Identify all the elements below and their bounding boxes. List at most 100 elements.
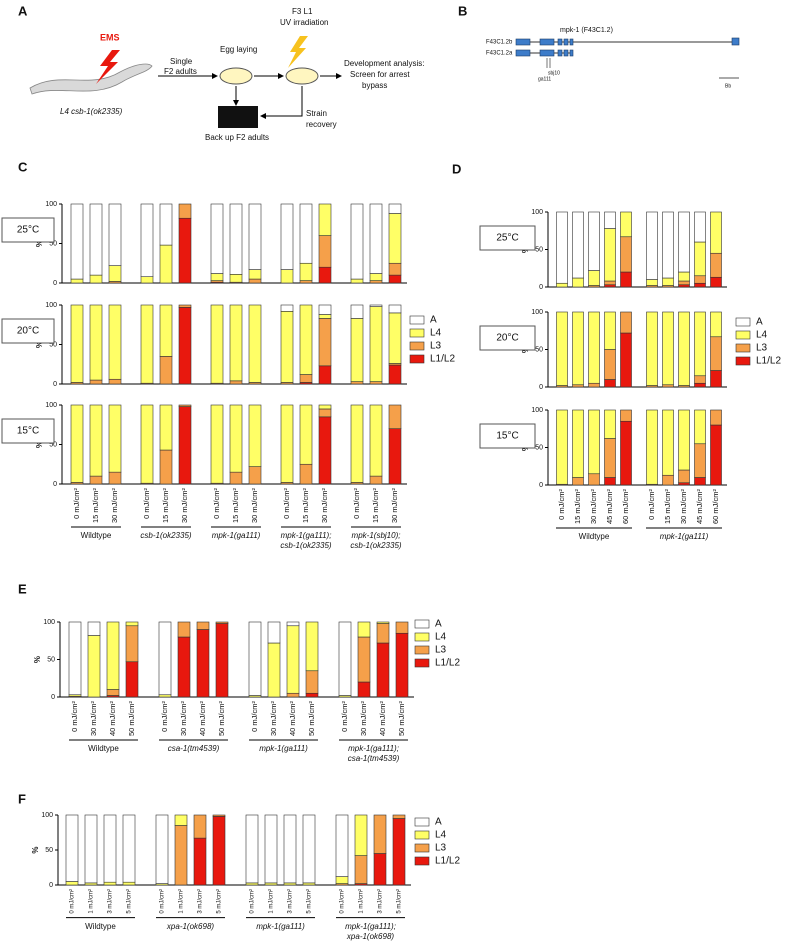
bar-segment bbox=[620, 409, 632, 422]
x-tick-label: 60 mJ/cm² bbox=[711, 489, 720, 525]
group-label: Wildtype bbox=[88, 744, 119, 753]
x-tick-label: 40 mJ/cm² bbox=[378, 701, 387, 737]
bar-segment bbox=[604, 477, 616, 486]
bar-segment bbox=[710, 336, 722, 371]
legend-label: L4 bbox=[430, 328, 442, 339]
bar-segment bbox=[318, 235, 332, 268]
bar-segment bbox=[572, 384, 584, 388]
bar-segment bbox=[267, 642, 281, 698]
bar-segment bbox=[215, 621, 229, 624]
bar-segment bbox=[369, 475, 383, 485]
panel-b: B mpk-1 (F43C1.2) F43C1.2b F43C1.2a sbj1… bbox=[458, 3, 740, 89]
y-tick-label: 0 bbox=[51, 694, 55, 701]
bar-segment bbox=[556, 311, 568, 386]
bar-segment bbox=[350, 203, 364, 280]
bar-segment bbox=[302, 814, 316, 884]
bar-segment bbox=[588, 211, 600, 271]
bar-segment bbox=[694, 311, 706, 377]
y-tick-label: 100 bbox=[531, 407, 543, 414]
bar-segment bbox=[662, 311, 674, 386]
x-tick-label: 0 mJ/cm² bbox=[647, 489, 656, 520]
legend-label: L3 bbox=[435, 843, 447, 854]
bar-segment bbox=[388, 274, 402, 284]
bar-segment bbox=[178, 304, 192, 308]
y-tick-label: 0 bbox=[53, 280, 57, 287]
panel-label: E bbox=[18, 581, 27, 596]
bar-segment bbox=[122, 814, 136, 883]
legend-swatch bbox=[414, 856, 430, 866]
bar-segment bbox=[388, 312, 402, 364]
x-tick-label: 15 mJ/cm² bbox=[161, 488, 170, 524]
row-title: 20°C bbox=[17, 326, 39, 337]
step-label: recovery bbox=[306, 120, 337, 129]
y-tick-label: 50 bbox=[45, 847, 53, 854]
bar-segment bbox=[395, 632, 409, 698]
bar-segment bbox=[212, 814, 226, 817]
bar-segment bbox=[210, 203, 224, 274]
y-tick-label: 50 bbox=[535, 444, 543, 451]
legend-label: L3 bbox=[430, 341, 442, 352]
bar-segment bbox=[299, 463, 313, 485]
legend-swatch bbox=[735, 317, 751, 327]
bar-segment bbox=[354, 855, 368, 884]
y-tick-label: 100 bbox=[531, 309, 543, 316]
legend-label: L1/L2 bbox=[430, 354, 455, 365]
bar-segment bbox=[106, 621, 120, 690]
y-axis-label: % bbox=[31, 846, 40, 853]
row-title: 15°C bbox=[496, 431, 518, 442]
bar-segment bbox=[248, 269, 262, 280]
y-axis-label: % bbox=[35, 441, 44, 448]
row-title: 25°C bbox=[496, 233, 518, 244]
allele-label: sbj10 bbox=[548, 70, 560, 76]
bar-segment bbox=[174, 825, 188, 886]
bar-segment bbox=[215, 623, 229, 698]
bar-segment bbox=[122, 881, 136, 886]
bar-segment bbox=[357, 636, 371, 683]
bar-segment bbox=[65, 881, 79, 886]
bar-segment bbox=[620, 271, 632, 288]
legend-swatch bbox=[735, 330, 751, 340]
bar-segment bbox=[604, 311, 616, 350]
bar-segment bbox=[369, 404, 383, 477]
bar-segment bbox=[604, 409, 616, 439]
legend-label: A bbox=[756, 317, 763, 328]
legend-swatch bbox=[409, 315, 425, 325]
bar-segment bbox=[89, 404, 103, 477]
bar-segment bbox=[178, 307, 192, 385]
x-tick-label: 5 mJ/cm² bbox=[307, 889, 313, 914]
x-tick-label: 0 mJ/cm² bbox=[340, 701, 349, 732]
bar-segment bbox=[318, 266, 332, 284]
mutagen-bolt bbox=[96, 50, 120, 84]
x-tick-label: 30 mJ/cm² bbox=[679, 489, 688, 525]
plate-icon bbox=[218, 106, 258, 128]
dish-icon bbox=[285, 67, 319, 85]
bar-segment bbox=[108, 265, 122, 282]
bar-segment bbox=[646, 211, 658, 280]
bar-segment bbox=[620, 332, 632, 388]
bar-segment bbox=[388, 213, 402, 264]
bar-segment bbox=[280, 304, 294, 312]
bar-segment bbox=[283, 814, 297, 884]
group-label: mpk-1(ga111); bbox=[281, 531, 332, 540]
bar-segment bbox=[350, 318, 364, 382]
x-tick-label: 0 mJ/cm² bbox=[250, 889, 256, 914]
bar-segment bbox=[196, 629, 210, 698]
legend-label: L4 bbox=[756, 330, 768, 341]
group-label: mpk-1(ga111) bbox=[259, 744, 308, 753]
x-tick-label: 30 mJ/cm² bbox=[89, 701, 98, 737]
panel-label: B bbox=[458, 3, 467, 18]
bar-segment bbox=[210, 404, 224, 484]
y-tick-label: 0 bbox=[539, 384, 543, 391]
row-box bbox=[479, 423, 536, 449]
step-label: Single bbox=[170, 57, 193, 66]
row-title: 20°C bbox=[496, 333, 518, 344]
bar-segment bbox=[556, 211, 568, 284]
row-title: 15°C bbox=[17, 426, 39, 437]
legend-swatch bbox=[409, 354, 425, 364]
bar-segment bbox=[369, 304, 383, 307]
x-tick-label: 5 mJ/cm² bbox=[127, 889, 133, 914]
x-tick-label: 3 mJ/cm² bbox=[108, 889, 114, 914]
bar-segment bbox=[159, 203, 173, 246]
y-tick-label: 50 bbox=[49, 341, 57, 348]
bar-segment bbox=[338, 621, 352, 696]
